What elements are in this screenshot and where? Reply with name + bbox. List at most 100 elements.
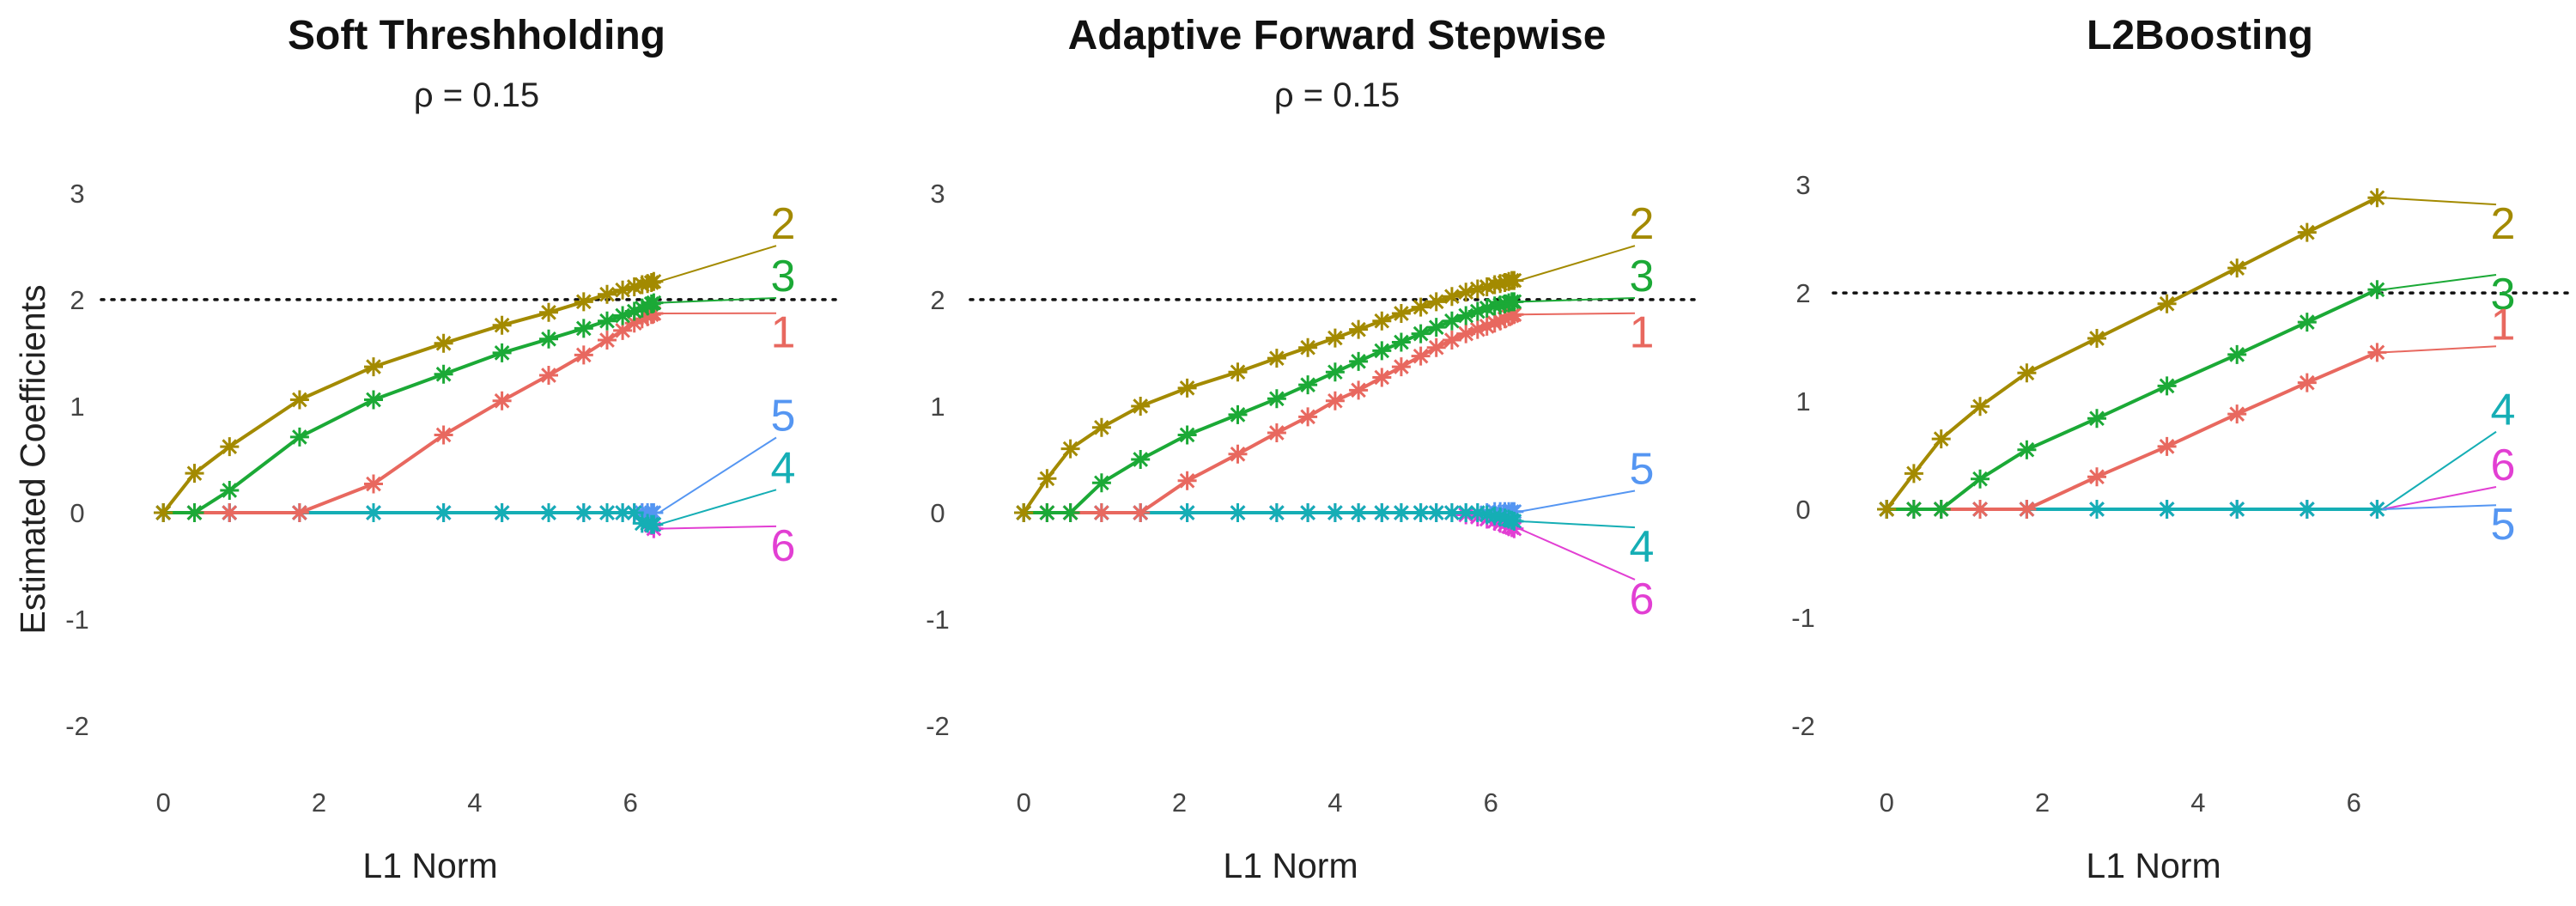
y-tick-label: 2 bbox=[930, 285, 945, 315]
series-label-2: 2 bbox=[2491, 199, 2516, 249]
data-point-1 bbox=[1298, 407, 1317, 426]
data-point-2 bbox=[2087, 329, 2106, 348]
series-line-3 bbox=[163, 303, 653, 513]
y-tick-label: -1 bbox=[65, 605, 89, 635]
y-tick-label: 1 bbox=[1795, 386, 1810, 417]
series-label-1: 1 bbox=[2491, 300, 2516, 350]
data-point-2 bbox=[1877, 500, 1896, 519]
data-point-1 bbox=[574, 345, 593, 364]
data-point-3 bbox=[2087, 409, 2106, 428]
x-axis-label: L1 Norm bbox=[2086, 846, 2221, 885]
data-point-4 bbox=[574, 503, 593, 522]
y-tick-label: -2 bbox=[65, 711, 89, 741]
data-point-3 bbox=[364, 391, 383, 410]
data-point-3 bbox=[1349, 352, 1368, 371]
data-point-3 bbox=[2227, 345, 2246, 364]
data-point-1 bbox=[290, 503, 309, 522]
series-line-6 bbox=[1024, 513, 1514, 529]
data-point-1 bbox=[2227, 404, 2246, 423]
data-point-4 bbox=[1372, 503, 1391, 522]
y-tick-label: 0 bbox=[1795, 495, 1810, 525]
panel-title: Soft Threshholding bbox=[288, 13, 665, 58]
data-point-1 bbox=[1349, 380, 1368, 399]
data-point-1 bbox=[434, 426, 453, 445]
data-point-4 bbox=[2298, 500, 2317, 519]
y-tick-label: 2 bbox=[1795, 278, 1810, 308]
data-point-1 bbox=[1229, 445, 1248, 464]
y-tick-label: 3 bbox=[1795, 170, 1810, 200]
data-point-3 bbox=[1061, 503, 1080, 522]
x-tick-label: 6 bbox=[623, 787, 638, 818]
data-point-1 bbox=[2158, 437, 2177, 456]
series-label-6: 6 bbox=[771, 521, 796, 571]
label-leader-6 bbox=[659, 526, 776, 529]
x-tick-label: 4 bbox=[1327, 787, 1342, 818]
x-tick-label: 4 bbox=[2190, 787, 2205, 818]
data-point-2 bbox=[2017, 363, 2036, 382]
data-point-1 bbox=[364, 475, 383, 494]
label-leader-4 bbox=[1519, 521, 1635, 527]
data-point-3 bbox=[1905, 500, 1923, 519]
data-point-1 bbox=[493, 392, 512, 410]
data-point-3 bbox=[1298, 375, 1317, 394]
y-tick-label: -2 bbox=[1791, 711, 1815, 741]
label-leader-2 bbox=[659, 246, 776, 282]
data-point-3 bbox=[1326, 362, 1345, 381]
series-label-6: 6 bbox=[1630, 575, 1655, 624]
data-point-2 bbox=[1178, 379, 1197, 398]
data-point-4 bbox=[1326, 503, 1345, 522]
data-point-4 bbox=[2227, 500, 2246, 519]
data-point-2 bbox=[1229, 362, 1248, 381]
data-point-1 bbox=[1392, 357, 1411, 376]
data-point-1 bbox=[2087, 467, 2106, 486]
x-tick-label: 0 bbox=[1017, 787, 1031, 818]
series-label-5: 5 bbox=[1630, 445, 1655, 495]
data-point-2 bbox=[1267, 349, 1286, 368]
data-point-4 bbox=[1298, 503, 1317, 522]
series-line-1 bbox=[1886, 352, 2377, 509]
data-point-3 bbox=[539, 330, 558, 349]
y-tick-label: -1 bbox=[926, 605, 950, 635]
data-point-2 bbox=[1131, 397, 1150, 416]
data-point-3 bbox=[2017, 441, 2036, 459]
data-point-2 bbox=[1037, 469, 1056, 488]
data-point-2 bbox=[539, 303, 558, 322]
data-point-4 bbox=[1267, 503, 1286, 522]
data-point-2 bbox=[1443, 287, 1461, 306]
data-point-4 bbox=[1178, 503, 1197, 522]
data-point-2 bbox=[1392, 304, 1411, 323]
x-tick-label: 2 bbox=[2035, 787, 2050, 818]
series-label-2: 2 bbox=[771, 199, 796, 249]
data-point-2 bbox=[1326, 329, 1345, 348]
data-point-2 bbox=[290, 391, 309, 410]
series-label-1: 1 bbox=[771, 308, 796, 358]
x-tick-label: 2 bbox=[312, 787, 326, 818]
y-tick-label: 2 bbox=[70, 285, 84, 315]
data-point-4 bbox=[539, 503, 558, 522]
data-point-2 bbox=[1014, 503, 1033, 522]
data-point-1 bbox=[598, 331, 617, 350]
data-point-2 bbox=[2298, 223, 2317, 242]
series-label-5: 5 bbox=[2491, 500, 2516, 550]
data-point-3 bbox=[434, 365, 453, 384]
data-point-3 bbox=[1092, 473, 1111, 492]
label-leader-3 bbox=[2382, 275, 2496, 289]
data-point-2 bbox=[598, 285, 617, 304]
data-point-3 bbox=[1037, 503, 1056, 522]
data-point-3 bbox=[290, 428, 309, 447]
data-point-1 bbox=[1372, 368, 1391, 387]
label-leader-5 bbox=[659, 438, 776, 514]
series-label-3: 3 bbox=[1630, 252, 1655, 301]
data-point-2 bbox=[1427, 292, 1446, 311]
data-point-3 bbox=[493, 344, 512, 362]
data-point-3 bbox=[1932, 500, 1951, 519]
series-label-4: 4 bbox=[2491, 386, 2516, 435]
data-point-1 bbox=[1131, 503, 1150, 522]
x-axis-label: L1 Norm bbox=[362, 846, 497, 885]
label-leader-4 bbox=[659, 489, 776, 524]
y-tick-label: -1 bbox=[1791, 603, 1815, 633]
x-tick-label: 0 bbox=[1880, 787, 1894, 818]
label-leader-2 bbox=[2382, 198, 2496, 204]
